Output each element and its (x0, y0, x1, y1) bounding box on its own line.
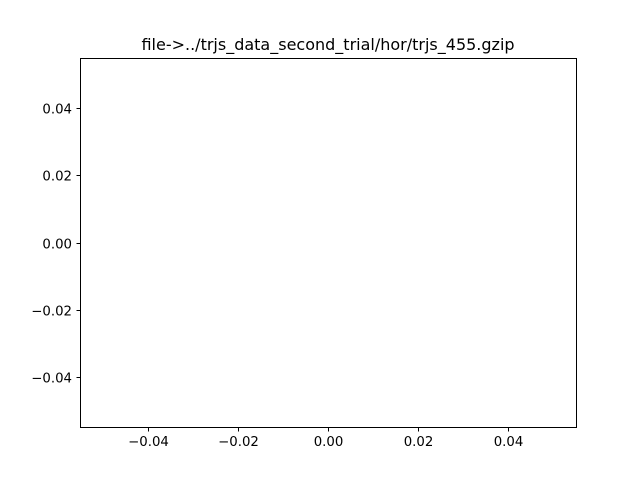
y-tick-label: 0.00 (42, 238, 72, 253)
chart-title: file->../trjs_data_second_trial/hor/trjs… (141, 35, 514, 55)
y-tick-label: 0.04 (42, 103, 72, 118)
x-tick-label: 0.02 (404, 435, 434, 450)
x-tick-label: 0.04 (494, 435, 524, 450)
axes-background (80, 58, 576, 427)
y-axis: −0.04 −0.02 0.00 0.02 0.04 (31, 103, 81, 387)
x-tick-label: −0.04 (128, 435, 169, 450)
x-tick-label: −0.02 (218, 435, 259, 450)
x-axis: −0.04 −0.02 0.00 0.02 0.04 (128, 427, 524, 450)
y-tick-label: −0.04 (31, 372, 72, 387)
axes-frame (80, 58, 577, 428)
y-tick-label: −0.02 (31, 305, 72, 320)
x-tick-label: 0.00 (314, 435, 344, 450)
y-tick-label: 0.02 (42, 170, 72, 185)
